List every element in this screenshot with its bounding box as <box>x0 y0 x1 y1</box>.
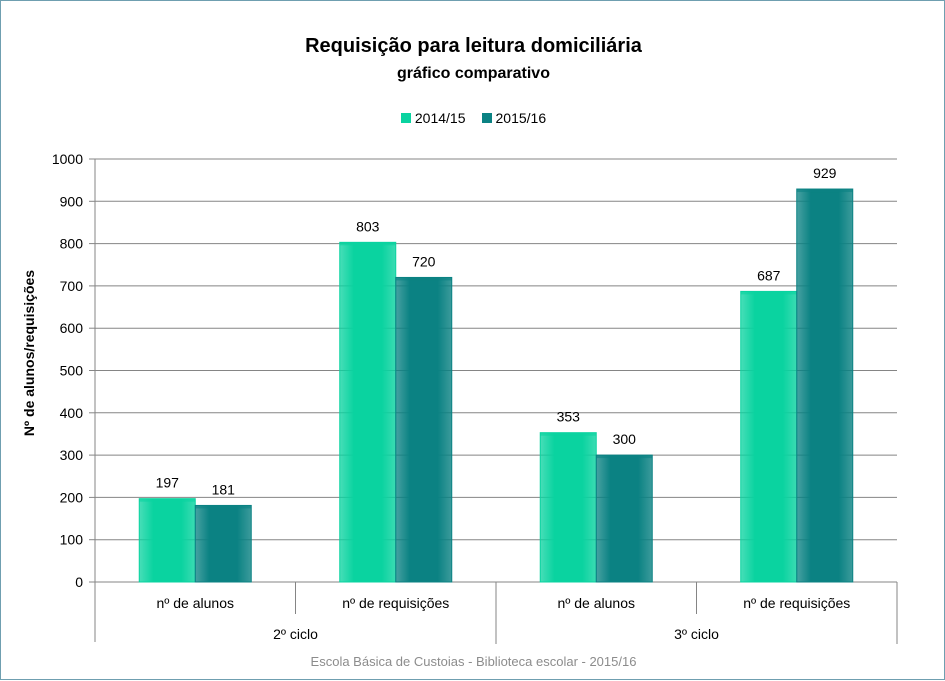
category-label: nº de alunos <box>156 595 234 611</box>
data-label: 720 <box>412 253 436 269</box>
y-tick-label: 200 <box>60 489 84 505</box>
bar-2015-16 <box>595 454 653 583</box>
group-label: 3º ciclo <box>674 626 719 642</box>
data-label: 687 <box>757 267 781 283</box>
legend-swatch-2015-16 <box>481 113 492 123</box>
bar-top-bevel <box>339 242 396 246</box>
bar-2014-15 <box>339 241 397 583</box>
category-label: nº de requisições <box>743 595 850 611</box>
category-label: nº de requisições <box>342 595 449 611</box>
legend-item-2014-15: 2014/15 <box>400 110 466 126</box>
legend-swatch-2014-15 <box>400 113 411 123</box>
y-tick-label: 1000 <box>52 151 83 167</box>
bar-2015-16 <box>796 188 854 583</box>
y-tick-label: 300 <box>60 447 84 463</box>
legend-item-2015-16: 2015/16 <box>481 110 547 126</box>
y-tick-label: 600 <box>60 320 84 336</box>
legend-label-2015-16: 2015/16 <box>495 110 547 126</box>
chart-title: Requisição para leitura domiciliária <box>305 35 642 57</box>
chart-legend: 2014/15 2015/16 <box>1 110 945 126</box>
data-label: 929 <box>813 165 837 181</box>
bar-2015-16 <box>194 504 252 583</box>
bar-top-bevel <box>195 505 252 509</box>
data-label: 197 <box>156 475 180 491</box>
footer-text: Escola Básica de Custoias - Biblioteca e… <box>310 654 637 669</box>
bar-top-bevel <box>395 277 452 281</box>
y-tick-label: 100 <box>60 532 84 548</box>
bar-2014-15 <box>138 498 196 583</box>
bar-top-bevel <box>740 291 797 295</box>
bar-2014-15 <box>740 290 798 583</box>
group-label: 2º ciclo <box>273 626 318 642</box>
chart-subtitle: gráfico comparativo <box>397 65 550 82</box>
y-tick-label: 800 <box>60 236 84 252</box>
data-label: 181 <box>212 481 236 497</box>
bar-2015-16 <box>395 276 453 583</box>
category-label: nº de alunos <box>557 595 635 611</box>
data-label: 300 <box>613 431 637 447</box>
y-tick-label: 500 <box>60 363 84 379</box>
bar-top-bevel <box>596 455 653 459</box>
data-label: 353 <box>557 409 581 425</box>
data-label: 803 <box>356 218 380 234</box>
bar-top-bevel <box>139 498 196 502</box>
y-tick-label: 700 <box>60 278 84 294</box>
y-tick-label: 900 <box>60 193 84 209</box>
legend-label-2014-15: 2014/15 <box>414 110 466 126</box>
y-tick-label: 400 <box>60 405 84 421</box>
bar-top-bevel <box>540 432 597 436</box>
bar-top-bevel <box>796 189 853 193</box>
bar-2014-15 <box>539 432 597 583</box>
y-tick-label: 0 <box>75 574 83 590</box>
